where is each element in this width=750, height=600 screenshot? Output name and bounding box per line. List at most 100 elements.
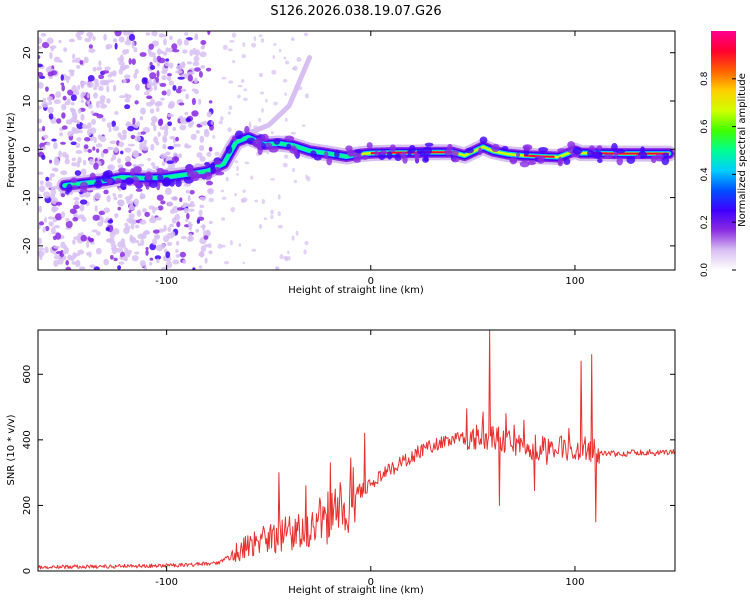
ridge-blob	[346, 150, 357, 157]
noise-blob	[118, 36, 125, 43]
noise-blob	[163, 38, 167, 46]
noise-blob	[135, 83, 140, 91]
noise-blob	[133, 198, 140, 206]
noise-blob	[198, 145, 205, 152]
noise-blob	[153, 136, 159, 144]
noise-blob	[292, 167, 295, 173]
noise-blob	[123, 74, 131, 80]
noise-blob	[75, 142, 81, 149]
noise-blob	[79, 199, 88, 205]
noise-blob	[77, 129, 83, 134]
noise-blob	[179, 124, 187, 131]
noise-blob	[164, 61, 170, 67]
noise-blob	[38, 72, 44, 77]
ridge-blob	[592, 150, 602, 159]
noise-blob	[168, 103, 173, 109]
noise-blob	[48, 221, 54, 227]
noise-blob	[207, 187, 214, 195]
noise-blob	[127, 125, 135, 132]
snr-y-label: SNR (10 * v/v)	[6, 414, 17, 485]
noise-blob	[74, 200, 80, 206]
noise-blob	[165, 156, 173, 161]
ridge-blob	[389, 144, 397, 153]
noise-blob	[124, 161, 132, 167]
noise-blob	[72, 216, 79, 222]
ridge-blob	[157, 174, 164, 181]
noise-blob	[223, 260, 230, 265]
ridge-blob	[118, 167, 126, 173]
noise-blob	[86, 93, 90, 99]
noise-blob	[142, 208, 147, 213]
noise-blob	[198, 98, 202, 105]
noise-blob	[270, 131, 274, 135]
noise-blob	[301, 124, 306, 127]
noise-blob	[94, 205, 98, 212]
ridge-blob	[491, 143, 500, 153]
noise-blob	[76, 137, 82, 142]
noise-blob	[198, 71, 203, 78]
noise-blob	[71, 261, 77, 265]
noise-blob	[92, 146, 96, 151]
noise-blob	[123, 251, 131, 258]
noise-blob	[80, 234, 88, 242]
noise-blob	[207, 243, 212, 249]
noise-blob	[72, 204, 80, 210]
noise-blob	[58, 39, 62, 44]
noise-blob	[187, 235, 195, 242]
ridge-blob	[387, 151, 393, 160]
noise-blob	[118, 187, 122, 192]
noise-blob	[291, 37, 295, 42]
noise-blob	[227, 111, 231, 115]
noise-blob	[191, 97, 196, 106]
noise-blob	[199, 121, 206, 126]
noise-blob	[199, 156, 206, 162]
noise-blob	[82, 123, 87, 129]
noise-blob	[101, 70, 110, 74]
noise-blob	[65, 153, 70, 160]
noise-blob	[228, 105, 233, 111]
noise-blob	[39, 180, 44, 186]
noise-blob	[261, 199, 266, 205]
noise-blob	[38, 171, 44, 175]
noise-blob	[193, 55, 200, 62]
noise-blob	[38, 185, 46, 193]
noise-blob	[60, 170, 68, 176]
noise-blob	[151, 31, 158, 37]
ridge-blob	[79, 181, 89, 190]
ridge-blob	[93, 180, 103, 189]
noise-blob	[41, 125, 46, 132]
noise-blob	[102, 148, 109, 154]
noise-blob	[98, 85, 104, 91]
noise-blob	[186, 212, 190, 220]
ridge-blob	[563, 157, 571, 166]
noise-blob	[77, 249, 85, 255]
noise-blob	[124, 222, 129, 227]
noise-blob	[161, 90, 167, 96]
noise-blob	[182, 202, 189, 208]
noise-blob	[119, 64, 128, 70]
noise-blob	[195, 130, 200, 134]
ridge-blob	[114, 177, 123, 184]
spectrogram-y-label: Frequency (Hz)	[6, 112, 17, 188]
noise-blob	[93, 86, 98, 91]
noise-blob	[38, 205, 43, 213]
noise-blob	[167, 226, 172, 233]
noise-blob	[68, 38, 75, 43]
noise-blob	[134, 68, 139, 75]
noise-blob	[49, 52, 53, 60]
noise-blob	[40, 33, 47, 37]
noise-blob	[139, 145, 144, 151]
noise-blob	[38, 221, 45, 226]
noise-blob	[234, 160, 239, 164]
noise-blob	[103, 189, 109, 195]
ridge-blob	[324, 151, 329, 160]
noise-blob	[221, 196, 227, 200]
noise-blob	[124, 195, 133, 201]
noise-blob	[199, 251, 204, 258]
noise-blob	[82, 159, 87, 166]
noise-blob	[124, 98, 131, 103]
noise-blob	[107, 146, 114, 151]
noise-blob	[159, 82, 167, 88]
noise-blob	[190, 133, 197, 141]
ridge-blob	[557, 148, 567, 153]
